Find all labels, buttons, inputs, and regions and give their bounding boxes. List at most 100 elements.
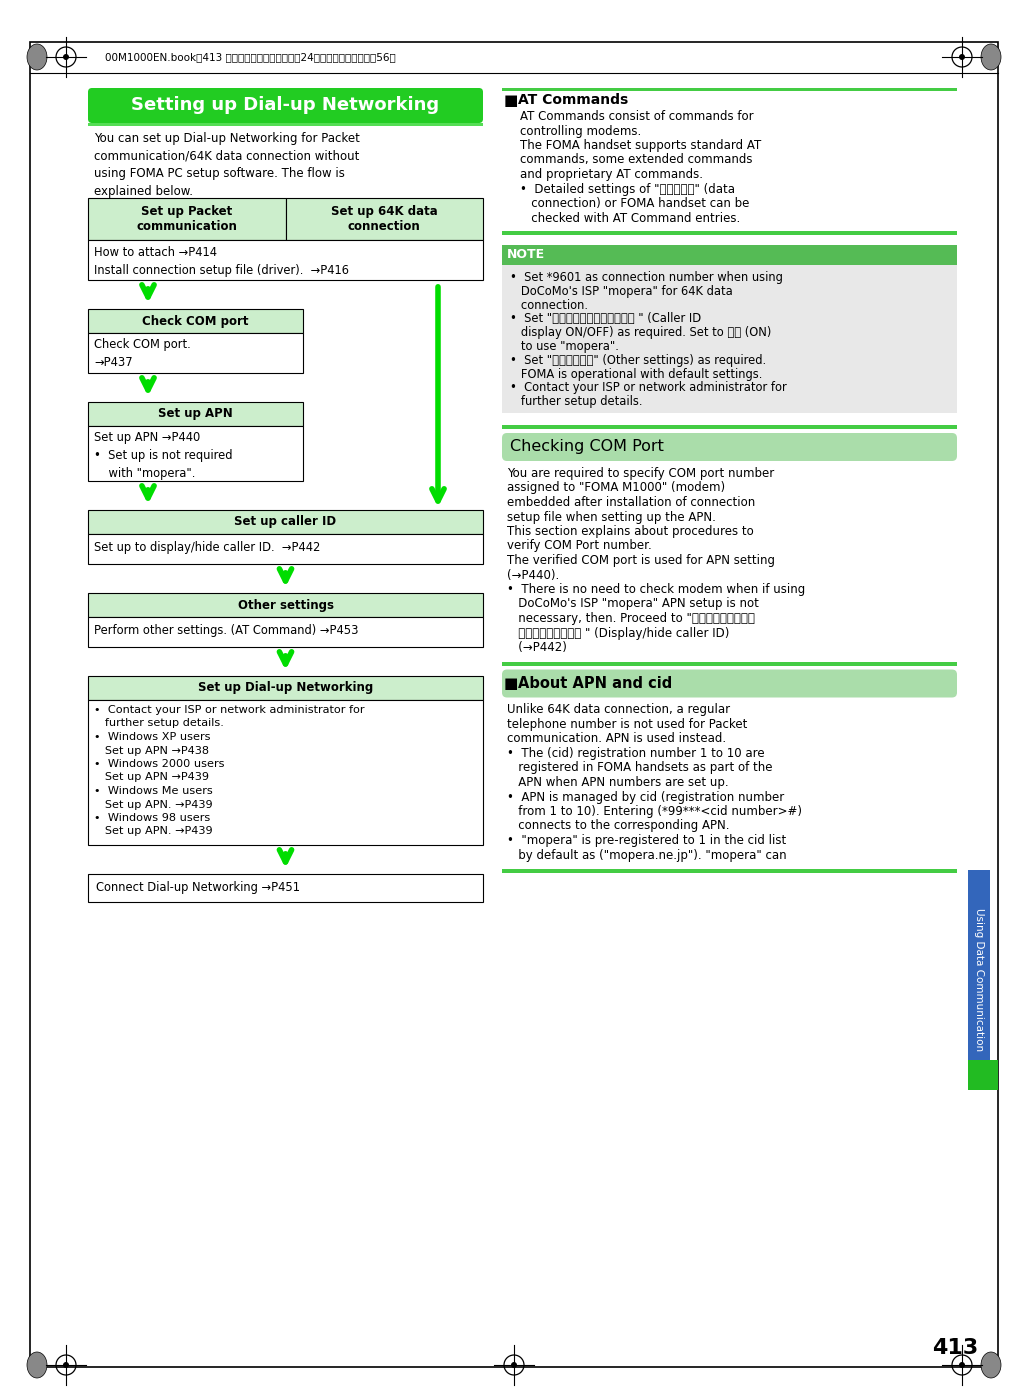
Bar — [968, 870, 990, 1090]
Text: telephone number is not used for Packet: telephone number is not used for Packet — [507, 718, 747, 730]
Circle shape — [63, 1362, 69, 1368]
FancyBboxPatch shape — [502, 669, 957, 697]
Bar — [88, 123, 483, 125]
Bar — [502, 88, 957, 91]
Text: display ON/OFF) as required. Set to 通知 (ON): display ON/OFF) as required. Set to 通知 (… — [510, 326, 771, 339]
Text: Using Data Communication: Using Data Communication — [974, 909, 984, 1051]
Text: commands, some extended commands: commands, some extended commands — [520, 153, 752, 166]
Text: setup file when setting up the APN.: setup file when setting up the APN. — [507, 510, 715, 524]
Text: •  Windows Me users: • Windows Me users — [94, 786, 213, 796]
Text: •  "mopera" is pre-registered to 1 in the cid list: • "mopera" is pre-registered to 1 in the… — [507, 834, 786, 848]
Text: by default as ("mopera.ne.jp"). "mopera" can: by default as ("mopera.ne.jp"). "mopera"… — [507, 849, 786, 861]
Text: Set up APN →P439: Set up APN →P439 — [94, 772, 209, 782]
Text: •  Windows 2000 users: • Windows 2000 users — [94, 758, 224, 769]
Text: You are required to specify COM port number: You are required to specify COM port num… — [507, 467, 774, 480]
Bar — [88, 510, 483, 534]
Text: verify COM Port number.: verify COM Port number. — [507, 539, 652, 552]
Text: Checking COM Port: Checking COM Port — [510, 439, 664, 454]
Text: further setup details.: further setup details. — [94, 718, 224, 729]
Text: •  There is no need to check modem when if using: • There is no need to check modem when i… — [507, 583, 805, 597]
Text: •  Contact your ISP or network administrator for: • Contact your ISP or network administra… — [94, 705, 365, 715]
Bar — [88, 401, 303, 427]
Text: NOTE: NOTE — [507, 248, 545, 262]
Text: connection) or FOMA handset can be: connection) or FOMA handset can be — [520, 197, 749, 210]
FancyBboxPatch shape — [88, 88, 483, 123]
Text: How to attach →P414
Install connection setup file (driver).  →P416: How to attach →P414 Install connection s… — [94, 245, 348, 277]
Circle shape — [959, 54, 965, 60]
Bar — [88, 618, 483, 647]
Text: 非通知を設定します " (Display/hide caller ID): 非通知を設定します " (Display/hide caller ID) — [507, 626, 730, 640]
Bar — [88, 592, 483, 618]
Bar — [88, 240, 483, 280]
Text: DoCoMo's ISP "mopera" APN setup is not: DoCoMo's ISP "mopera" APN setup is not — [507, 598, 759, 611]
Text: You can set up Dial-up Networking for Packet
communication/64K data connection w: You can set up Dial-up Networking for Pa… — [94, 132, 360, 198]
Text: Perform other settings. (AT Command) →P453: Perform other settings. (AT Command) →P4… — [94, 625, 359, 637]
Text: Set up APN. →P439: Set up APN. →P439 — [94, 827, 213, 836]
Text: •  APN is managed by cid (registration number: • APN is managed by cid (registration nu… — [507, 790, 784, 803]
Text: Setting up Dial-up Networking: Setting up Dial-up Networking — [132, 96, 440, 114]
Text: and proprietary AT commands.: and proprietary AT commands. — [520, 169, 703, 181]
Text: DoCoMo's ISP "mopera" for 64K data: DoCoMo's ISP "mopera" for 64K data — [510, 284, 733, 298]
Text: communication. APN is used instead.: communication. APN is used instead. — [507, 732, 726, 746]
Text: necessary, then. Proceed to "発信者番号の通知／: necessary, then. Proceed to "発信者番号の通知／ — [507, 612, 755, 625]
Bar — [286, 198, 483, 240]
Bar — [88, 700, 483, 845]
Text: Set up APN. →P439: Set up APN. →P439 — [94, 800, 213, 810]
Text: •  Windows XP users: • Windows XP users — [94, 732, 211, 742]
Text: assigned to "FOMA M1000" (modem): assigned to "FOMA M1000" (modem) — [507, 481, 725, 495]
Text: 00M1000EN.book　413 ページ　２００４年１１月24日　水曜日　午前７時56分: 00M1000EN.book 413 ページ ２００４年１１月24日 水曜日 午… — [105, 52, 396, 61]
Text: •  Contact your ISP or network administrator for: • Contact your ISP or network administra… — [510, 382, 786, 395]
Bar — [502, 231, 957, 236]
Text: Set up 64K data
connection: Set up 64K data connection — [331, 205, 438, 234]
Bar — [968, 1059, 998, 1090]
Text: This section explains about procedures to: This section explains about procedures t… — [507, 526, 754, 538]
Bar — [88, 676, 483, 700]
Text: About APN and cid: About APN and cid — [518, 676, 672, 691]
Text: Set up Packet
communication: Set up Packet communication — [137, 205, 237, 234]
Text: Check COM port.
→P437: Check COM port. →P437 — [94, 337, 191, 369]
Text: ■: ■ — [504, 676, 518, 691]
Text: registered in FOMA handsets as part of the: registered in FOMA handsets as part of t… — [507, 761, 772, 775]
Text: to use "mopera".: to use "mopera". — [510, 340, 619, 353]
Bar — [88, 333, 303, 374]
Text: •  Detailed settings of "データ通信" (data: • Detailed settings of "データ通信" (data — [520, 183, 735, 195]
Text: •  The (cid) registration number 1 to 10 are: • The (cid) registration number 1 to 10 … — [507, 747, 765, 760]
Ellipse shape — [981, 45, 1001, 70]
Bar — [502, 265, 957, 413]
Bar — [502, 425, 957, 429]
Text: FOMA is operational with default settings.: FOMA is operational with default setting… — [510, 368, 763, 381]
Text: AT Commands consist of commands for: AT Commands consist of commands for — [520, 110, 754, 123]
Ellipse shape — [981, 1352, 1001, 1379]
Bar — [502, 245, 957, 265]
Text: Unlike 64K data connection, a regular: Unlike 64K data connection, a regular — [507, 704, 730, 717]
Bar — [88, 427, 303, 481]
Text: The verified COM port is used for APN setting: The verified COM port is used for APN se… — [507, 553, 775, 567]
Bar — [88, 309, 303, 333]
Text: from 1 to 10). Entering (*99***<cid number>#): from 1 to 10). Entering (*99***<cid numb… — [507, 804, 802, 818]
Text: Set up Dial-up Networking: Set up Dial-up Networking — [197, 682, 373, 694]
Text: Set up APN →P438: Set up APN →P438 — [94, 746, 209, 756]
Text: Set up to display/hide caller ID.  →P442: Set up to display/hide caller ID. →P442 — [94, 541, 321, 553]
Text: AT Commands: AT Commands — [518, 93, 628, 107]
Text: Set up APN →P440
•  Set up is not required
    with "mopera".: Set up APN →P440 • Set up is not require… — [94, 431, 232, 480]
Text: Other settings: Other settings — [237, 598, 333, 612]
Bar — [88, 198, 286, 240]
Circle shape — [511, 1362, 517, 1368]
Bar — [88, 874, 483, 902]
Circle shape — [959, 1362, 965, 1368]
Text: 413: 413 — [931, 1338, 978, 1358]
Text: connects to the corresponding APN.: connects to the corresponding APN. — [507, 820, 730, 832]
Text: (→P442): (→P442) — [507, 641, 566, 654]
Text: The FOMA handset supports standard AT: The FOMA handset supports standard AT — [520, 139, 762, 152]
Text: APN when APN numbers are set up.: APN when APN numbers are set up. — [507, 776, 729, 789]
Text: Set up caller ID: Set up caller ID — [234, 516, 336, 528]
Text: Connect Dial-up Networking →P451: Connect Dial-up Networking →P451 — [96, 881, 300, 895]
Text: Check COM port: Check COM port — [142, 315, 249, 328]
Text: controlling modems.: controlling modems. — [520, 124, 641, 138]
Text: connection.: connection. — [510, 298, 588, 312]
Text: •  Set *9601 as connection number when using: • Set *9601 as connection number when us… — [510, 270, 783, 284]
Text: •  Set "発信者番号の通知／非通知 " (Caller ID: • Set "発信者番号の通知／非通知 " (Caller ID — [510, 312, 701, 325]
Bar — [502, 662, 957, 665]
Bar — [88, 534, 483, 565]
Text: •  Set "その他の設定" (Other settings) as required.: • Set "その他の設定" (Other settings) as requi… — [510, 354, 766, 367]
